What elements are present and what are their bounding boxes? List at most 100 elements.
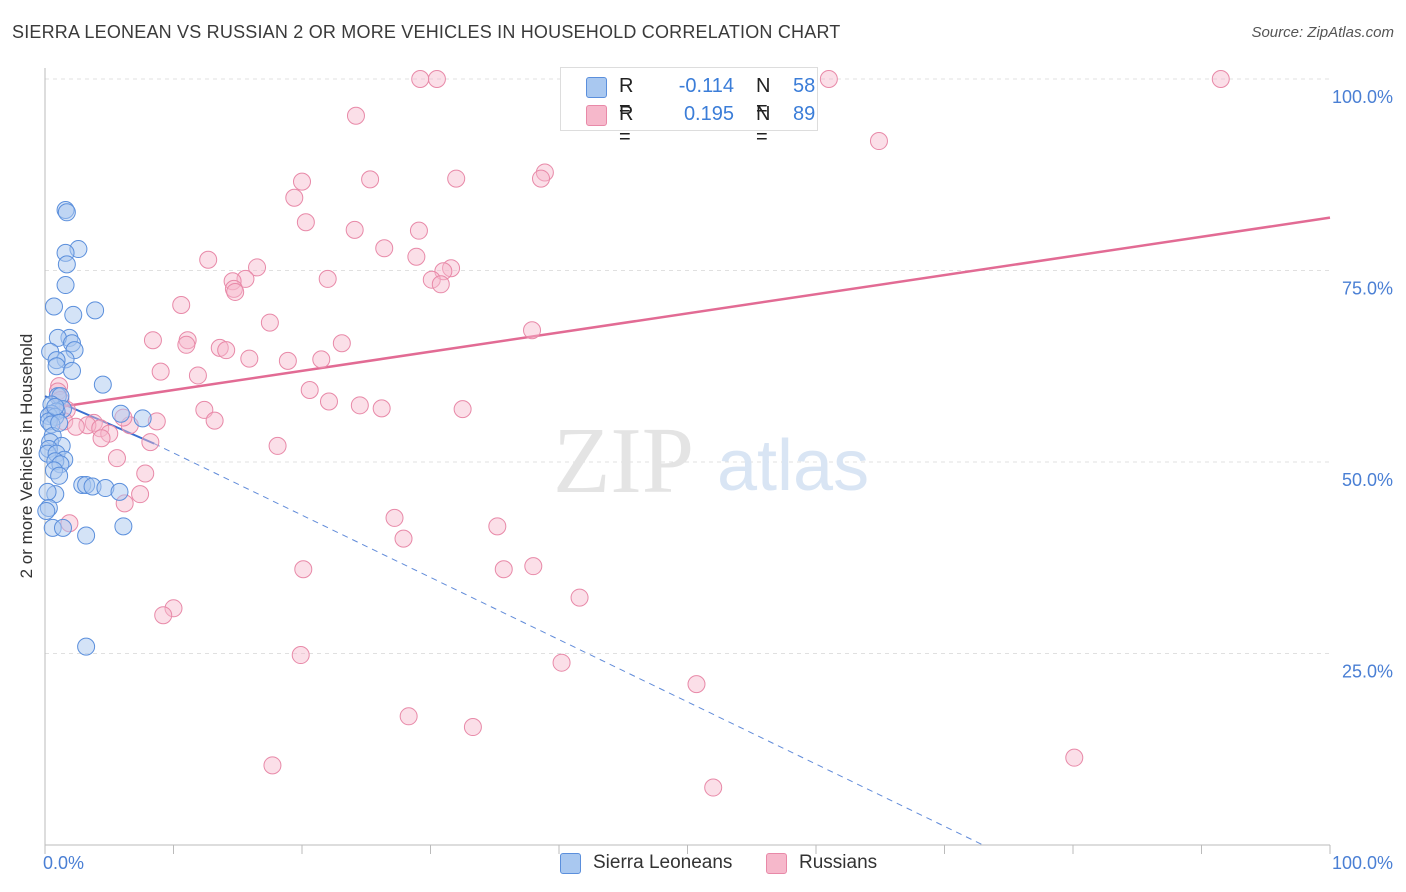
legend-r-value: 0.195 bbox=[683, 103, 734, 125]
watermark-zip: ZIP bbox=[553, 409, 694, 513]
data-point-russians bbox=[319, 392, 338, 411]
bottom-legend-label: Russians bbox=[799, 852, 878, 873]
data-point-russians bbox=[177, 335, 196, 354]
data-point-russians bbox=[819, 70, 838, 88]
data-point-russians bbox=[217, 341, 236, 360]
data-point-russians bbox=[260, 313, 279, 332]
data-point-russians bbox=[463, 718, 482, 737]
data-point-sierra-leoneans bbox=[114, 517, 133, 536]
legend-n-label: N = bbox=[756, 75, 771, 120]
data-point-russians bbox=[523, 321, 542, 340]
data-point-russians bbox=[143, 331, 162, 350]
data-point-russians bbox=[1065, 748, 1084, 767]
data-point-russians bbox=[385, 508, 404, 527]
data-point-russians bbox=[407, 247, 426, 266]
data-point-russians bbox=[172, 295, 191, 314]
data-point-russians bbox=[494, 560, 513, 579]
data-point-russians bbox=[312, 350, 331, 369]
data-point-russians bbox=[704, 778, 723, 797]
data-point-russians bbox=[226, 282, 245, 301]
data-point-russians bbox=[361, 170, 380, 189]
legend-swatch-blue bbox=[586, 77, 607, 98]
data-point-russians bbox=[293, 172, 311, 191]
data-point-sierra-leoneans bbox=[62, 361, 81, 380]
data-point-russians bbox=[141, 433, 160, 452]
data-point-russians bbox=[552, 653, 571, 672]
data-point-sierra-leoneans bbox=[56, 276, 75, 295]
data-point-russians bbox=[411, 70, 430, 88]
data-point-russians bbox=[427, 70, 446, 88]
data-point-russians bbox=[268, 436, 287, 455]
data-point-russians bbox=[453, 400, 472, 419]
data-point-russians bbox=[422, 270, 441, 289]
data-point-russians bbox=[300, 380, 319, 399]
data-point-russians bbox=[291, 646, 310, 665]
bottom-legend-label: Sierra Leoneans bbox=[593, 852, 733, 873]
data-point-sierra-leoneans bbox=[77, 526, 96, 545]
data-point-sierra-leoneans bbox=[38, 482, 57, 501]
data-point-russians bbox=[188, 366, 207, 385]
data-point-russians bbox=[399, 707, 418, 726]
data-point-russians bbox=[524, 557, 543, 576]
data-point-russians bbox=[278, 351, 297, 370]
bottom-legend-swatch-pink bbox=[766, 853, 787, 874]
trend-russians bbox=[44, 216, 1331, 411]
y-tick-label: 75.0% bbox=[1342, 279, 1393, 299]
data-point-russians bbox=[532, 169, 551, 188]
y-tick-labels: 100.0% 75.0% 50.0% 25.0% bbox=[1332, 87, 1393, 682]
data-point-russians bbox=[409, 221, 428, 240]
points-sierra-leoneans bbox=[37, 200, 152, 656]
data-point-russians bbox=[136, 464, 155, 483]
data-point-russians bbox=[1211, 70, 1230, 88]
bottom-legend-swatch-blue bbox=[560, 853, 581, 874]
legend-r-label: R = bbox=[619, 103, 634, 148]
gridlines bbox=[45, 78, 1330, 654]
data-point-russians bbox=[372, 399, 391, 418]
data-point-sierra-leoneans bbox=[46, 397, 65, 416]
data-point-russians bbox=[447, 169, 466, 188]
data-point-russians bbox=[394, 529, 413, 548]
y-tick-label: 100.0% bbox=[1332, 87, 1393, 107]
data-point-sierra-leoneans bbox=[110, 482, 129, 501]
data-point-sierra-leoneans bbox=[57, 255, 76, 274]
data-point-russians bbox=[318, 269, 337, 288]
watermark: ZIP atlas bbox=[553, 409, 869, 513]
data-point-russians bbox=[375, 239, 394, 258]
legend-r-value: -0.114 bbox=[678, 75, 734, 97]
source-credit: Source: ZipAtlas.com bbox=[1251, 24, 1394, 41]
data-point-russians bbox=[131, 485, 150, 504]
watermark-atlas: atlas bbox=[717, 426, 869, 506]
data-point-russians bbox=[164, 599, 183, 618]
data-point-russians bbox=[263, 756, 282, 775]
x-ticks bbox=[44, 845, 1331, 854]
y-tick-label: 25.0% bbox=[1342, 662, 1393, 682]
data-point-sierra-leoneans bbox=[86, 301, 105, 320]
data-point-russians bbox=[154, 606, 173, 625]
legend-n-label: N = bbox=[756, 103, 771, 148]
data-point-sierra-leoneans bbox=[47, 357, 66, 376]
data-point-russians bbox=[199, 250, 218, 269]
data-point-russians bbox=[151, 362, 170, 381]
trend-line-solid bbox=[44, 216, 1331, 411]
data-point-russians bbox=[570, 588, 589, 607]
data-point-russians bbox=[687, 675, 706, 694]
data-point-russians bbox=[488, 517, 507, 536]
data-point-sierra-leoneans bbox=[44, 297, 63, 316]
x-tick-label: 100.0% bbox=[1332, 853, 1393, 873]
data-point-russians bbox=[296, 213, 315, 232]
data-point-sierra-leoneans bbox=[77, 637, 96, 656]
data-point-sierra-leoneans bbox=[111, 404, 130, 423]
data-point-russians bbox=[224, 279, 243, 298]
data-point-sierra-leoneans bbox=[133, 409, 152, 428]
legend-n-value: 89 bbox=[793, 103, 816, 125]
data-point-russians bbox=[107, 449, 126, 468]
data-point-sierra-leoneans bbox=[57, 203, 76, 222]
x-tick-label: 0.0% bbox=[43, 853, 84, 873]
legend-box: R = -0.114 N = 58 R = 0.195 N = 89 bbox=[560, 67, 818, 148]
data-point-russians bbox=[345, 220, 364, 239]
legend-r-label: R = bbox=[619, 75, 634, 120]
data-point-russians bbox=[91, 419, 110, 438]
data-point-sierra-leoneans bbox=[50, 466, 69, 485]
y-tick-label: 50.0% bbox=[1342, 470, 1393, 490]
legend-n-value: 58 bbox=[793, 75, 816, 97]
